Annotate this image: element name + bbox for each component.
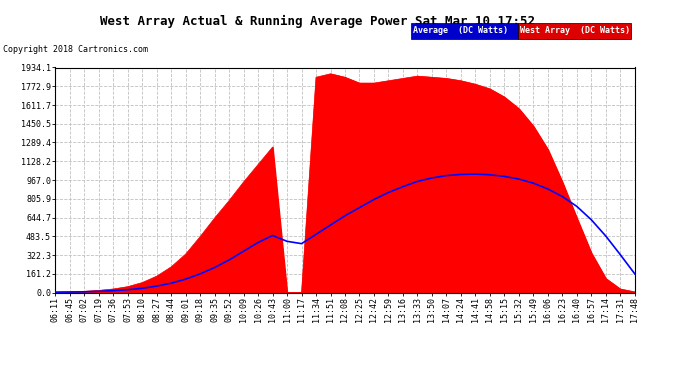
Text: West Array  (DC Watts): West Array (DC Watts)	[520, 26, 629, 35]
Text: Average  (DC Watts): Average (DC Watts)	[413, 26, 508, 35]
Text: Copyright 2018 Cartronics.com: Copyright 2018 Cartronics.com	[3, 45, 148, 54]
Text: West Array Actual & Running Average Power Sat Mar 10 17:52: West Array Actual & Running Average Powe…	[100, 15, 535, 28]
